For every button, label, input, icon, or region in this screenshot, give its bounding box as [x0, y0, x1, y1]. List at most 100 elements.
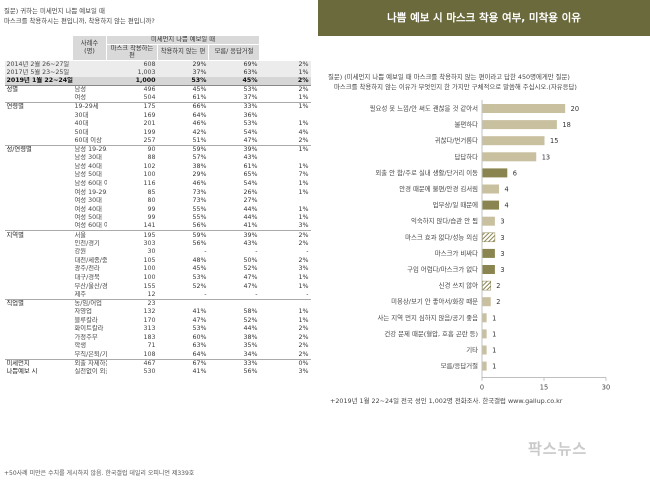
row-notwear-value: 41% — [243, 222, 258, 230]
category-label: 마스크가 비싸다 — [435, 248, 478, 257]
row-dk-value: 1% — [298, 316, 309, 324]
row-notwear-value: 63% — [208, 68, 260, 78]
table-row: 인천/경기 303 56% 43% 2% — [5, 240, 311, 249]
row-dk-value: 2% — [298, 256, 309, 264]
row-wear-value: 59% — [157, 230, 209, 240]
row-wear-value: 48% — [192, 256, 207, 264]
row-wear-value: 29% — [157, 60, 209, 69]
row-notwear-value: 39% — [208, 230, 260, 240]
bar-value-label: 6 — [513, 169, 517, 177]
row-notwear-value: 35% — [243, 342, 258, 350]
table-row: 2014년 2월 26~27일 608 29% 69% 2% — [4, 60, 311, 69]
row-dk-value: 4% — [298, 128, 309, 136]
category-label: 불편하다 — [454, 120, 478, 129]
bar-value-label: 2 — [496, 282, 500, 290]
chart-note-line2: 마스크를 착용하지 않는 이유가 무엇인지 한 가지만 구체적으로 말씀해 주십… — [334, 83, 577, 91]
row-wear-value: 53% — [192, 325, 207, 333]
row-segment-label: 30대 — [74, 111, 89, 119]
row-notwear-value: 34% — [243, 350, 258, 358]
row-wear-value: 29% — [192, 171, 207, 179]
row-notwear-value: 54% — [243, 128, 258, 136]
bar-value-label: 1 — [492, 363, 496, 371]
row-group-label — [5, 214, 73, 223]
bar-value-label: 4 — [505, 202, 509, 210]
row-base-count: 88 — [147, 154, 156, 162]
row-segment-label: 자영업 — [74, 308, 92, 316]
row-group-label — [5, 325, 73, 334]
table-row: 나쁨예보 시 실천없이 외출 530 41% 56% 3% — [5, 368, 311, 377]
bar-value-label: 15 — [550, 137, 558, 145]
row-group-label — [5, 222, 73, 231]
table-row: 여성 50대 99 55% 44% 1% — [5, 214, 311, 223]
row-group-label — [5, 94, 73, 103]
table-row: 지역별 서울 195 59% 39% 2% — [4, 230, 311, 240]
row-notwear-value: 36% — [243, 111, 258, 119]
row-base-count: 105 — [143, 256, 156, 264]
row-base-count: 155 — [143, 282, 156, 290]
table-row: 광주/전라 100 45% 52% 3% — [5, 265, 311, 274]
category-label: 업무상/일 때문에 — [433, 200, 478, 209]
row-wear-value — [157, 298, 209, 308]
row-group-label — [5, 197, 73, 206]
table-row: 50대 199 42% 54% 4% — [5, 128, 311, 137]
row-base-count: 100 — [143, 273, 156, 281]
bar — [482, 216, 495, 226]
row-group-label — [5, 205, 73, 214]
row-notwear-value: 43% — [243, 154, 258, 162]
row-base-count: 175 — [106, 102, 158, 112]
table-row: 자영업 132 41% 58% 1% — [5, 308, 311, 317]
row-base-count: 530 — [143, 368, 156, 375]
row-wear-value: 53% — [192, 273, 207, 281]
row-notwear-value: 58% — [243, 308, 258, 316]
row-wear-value: 73% — [192, 197, 207, 205]
row-segment-label: 광주/전라 — [74, 265, 100, 273]
bar — [482, 345, 487, 355]
row-base-count: 71 — [147, 342, 156, 350]
row-dk-value: 2% — [298, 333, 309, 341]
row-group-label: 미세먼지 — [4, 358, 73, 368]
row-base-count: 85 — [147, 188, 156, 196]
row-segment-label: 여성 — [74, 94, 87, 102]
row-notwear-value: 56% — [243, 368, 258, 375]
row-base-count: 183 — [143, 333, 156, 341]
row-segment-label: 외출 자제하는 편 — [72, 358, 107, 368]
x-tick-label: 30 — [602, 384, 610, 392]
bar — [482, 329, 487, 339]
table-row: 부산/울산/경남 155 52% 47% 1% — [5, 282, 311, 291]
row-group-label — [5, 248, 73, 257]
row-segment-label: 농/임/어업 — [72, 298, 107, 308]
chart-panel: 나쁨 예보 시 마스크 착용 여부, 미착용 이유 질문) (미세먼지 나쁨 예… — [318, 0, 650, 481]
row-notwear-value: 54% — [243, 179, 258, 187]
chart-banner-title: 나쁨 예보 시 마스크 착용 여부, 미착용 이유 — [387, 12, 581, 24]
row-segment-label: 60대 이상 — [74, 136, 102, 144]
row-wear-value: 41% — [192, 308, 207, 316]
row-group-label — [5, 128, 73, 137]
row-base-count: 201 — [143, 120, 156, 128]
row-notwear-value: 44% — [243, 205, 258, 213]
row-wear-value: 51% — [192, 136, 207, 144]
row-wear-value: 37% — [157, 68, 209, 78]
chart-note-line1: 질문) (미세먼지 나쁨 예보일 때 마스크를 착용하지 않는 편이라고 답한 … — [328, 73, 570, 81]
row-dk-value: 3% — [298, 222, 309, 230]
row-base-count: 496 — [106, 85, 158, 95]
row-segment-label: 부산/울산/경남 — [74, 282, 107, 290]
row-dk-value: 2% — [259, 77, 311, 87]
row-group-label: 성별 — [4, 85, 73, 95]
row-wear-value: 55% — [192, 214, 207, 222]
row-base-count: 303 — [143, 239, 156, 247]
row-base-count: 141 — [143, 222, 156, 230]
bar-value-label: 13 — [542, 153, 550, 161]
row-base-count: 102 — [143, 162, 156, 170]
row-notwear-value: 69% — [208, 60, 260, 69]
category-label: 안경 때문에 불편/안경 김서림 — [399, 184, 478, 193]
row-wear-value: 47% — [192, 316, 207, 324]
table-row: 강원 30 - - - — [5, 248, 311, 257]
table-row: 여성 19-29세 85 73% 26% 1% — [5, 188, 311, 197]
row-segment-label: 여성 60대 이상 — [74, 222, 107, 230]
row-base-count: 199 — [143, 128, 156, 136]
table-row: 성별 남성 496 45% 53% 2% — [4, 85, 311, 95]
table-row: 여성 60대 이상 141 56% 41% 3% — [5, 222, 311, 231]
table-row: 무직/은퇴/기타 108 64% 34% 2% — [5, 351, 311, 360]
bar-value-label: 3 — [500, 250, 504, 258]
